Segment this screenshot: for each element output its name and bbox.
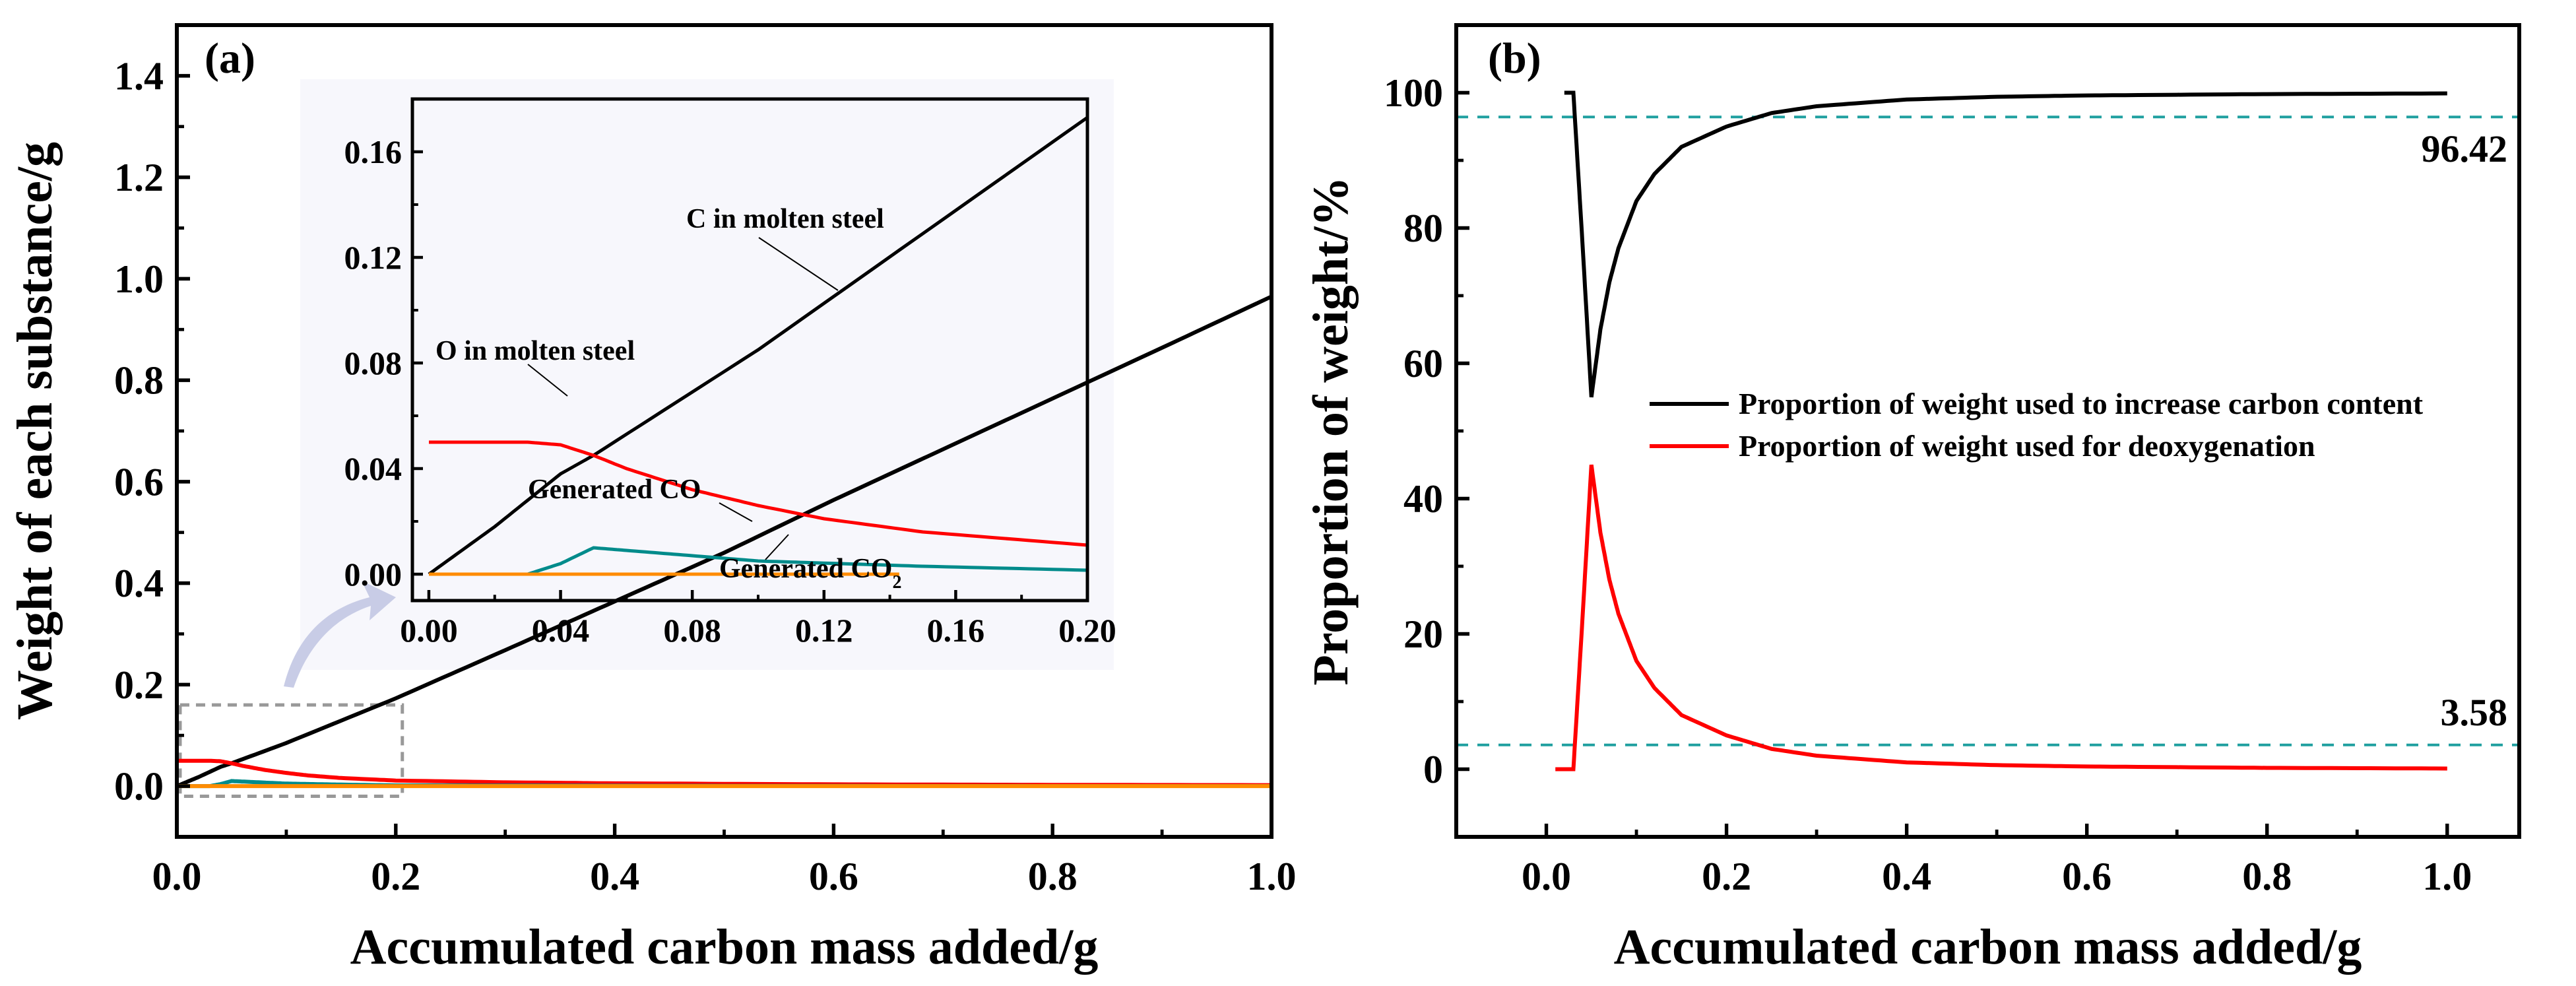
inset-x-tick-label: 0.00 — [400, 612, 458, 649]
panel-b-x-tick-label: 0.4 — [1882, 855, 1931, 898]
inset-y-tick-label: 0.16 — [344, 133, 402, 170]
panel-b-series — [1555, 90, 2447, 772]
panel-b-x-tick-label: 1.0 — [2422, 855, 2472, 898]
panel-a-y-tick-label: 0.8 — [114, 359, 164, 403]
inset-generated-co-line — [429, 546, 1088, 576]
panel-b-x-tick-label: 0.0 — [1522, 855, 1571, 898]
panel-b-x-tick-label: 0.8 — [2242, 855, 2292, 898]
zoom-box — [178, 703, 404, 798]
inset-o-molten-steel-line — [429, 440, 1088, 547]
inset-y-tick-label: 0.08 — [344, 345, 402, 381]
inset-y-tick-label: 0.00 — [344, 556, 402, 593]
panel-a-y-tick-label: 0.2 — [114, 663, 164, 707]
annotation-subscript: 2 — [892, 572, 901, 593]
zoom-arrow — [284, 581, 396, 688]
panel-a-x-tick-label: 0.6 — [809, 855, 858, 898]
panel-a-label: (a) — [205, 34, 255, 82]
inset-x-tick-label: 0.16 — [927, 612, 985, 649]
panel-a-y-axis-label: Weight of each substance/g — [7, 142, 63, 720]
inset-frame — [410, 97, 1089, 603]
panel-b-y-axis-label: Proportion of weight/% — [1303, 176, 1359, 685]
panel-b-y-tick-label: 100 — [1384, 71, 1443, 115]
annotation-label: Generated CO — [528, 475, 701, 505]
panel-b-legend: Proportion of weight used to increase ca… — [1650, 387, 2424, 463]
panel-a-series — [176, 294, 1273, 789]
inset-x-tick-label: 0.04 — [532, 612, 590, 649]
panel-a-y-tick-label: 0.6 — [114, 460, 164, 504]
panel-b-y-tick-label: 0 — [1423, 748, 1443, 791]
panel-a-y-tick-label: 0.0 — [114, 765, 164, 808]
panel-a-y-tick-label: 1.2 — [114, 156, 164, 199]
inset-x-tick-label: 0.08 — [663, 612, 721, 649]
annotation-label: O in molten steel — [435, 336, 635, 366]
panel-a-chart: 0.00 0.04 0.08 0.12 0.16 0.20 0.00 0.04 0.08 0.12… — [7, 23, 1297, 975]
panel-a-x-tick-label: 0.8 — [1028, 855, 1078, 898]
reference-lines: 96.42 3.58 — [1456, 115, 2519, 746]
panel-b-y-tick-label: 20 — [1403, 612, 1443, 656]
panel-a-y-tick-label: 0.4 — [114, 562, 164, 605]
panel-b-x-axis-label: Accumulated carbon mass added/g — [1614, 919, 2362, 975]
panel-a-x-axis-label: Accumulated carbon mass added/g — [350, 919, 1099, 975]
panel-b-y-tick-label: 60 — [1403, 342, 1443, 385]
panel-b-y-tick-label: 80 — [1403, 207, 1443, 250]
panel-b-chart: 96.42 3.58 0.0 0.2 0.4 0.6 0.8 1.0 0 20 40 60 80 100… — [1303, 23, 2521, 975]
annotation-label: C in molten steel — [686, 204, 884, 234]
panel-a-y-tick-label: 1.4 — [114, 54, 164, 98]
legend-label: Proportion of weight used for deoxygenat… — [1739, 429, 2315, 463]
annotation-pointer — [719, 502, 753, 522]
panel-a-x-tick-label: 0.2 — [371, 855, 420, 898]
c-molten-steel-line — [176, 294, 1273, 788]
panel-a-x-tick-label: 0.0 — [152, 855, 202, 898]
carbon-proportion-line — [1564, 90, 2447, 398]
reference-line-label: 3.58 — [2441, 691, 2508, 734]
zoom-region — [178, 581, 404, 798]
panel-b-x-tick-label: 0.2 — [1702, 855, 1751, 898]
reference-line-label: 96.42 — [2422, 127, 2508, 170]
panel-b-x-tick-label: 0.6 — [2062, 855, 2111, 898]
annotation-pointer — [765, 534, 789, 560]
panel-a-axes: 0.0 0.2 0.4 0.6 0.8 1.0 0.0 0.2 0.4 0.6 0.8 1.0 1.2 1… — [114, 23, 1297, 898]
panel-b-label: (b) — [1488, 34, 1541, 82]
legend-label: Proportion of weight used to increase ca… — [1739, 387, 2424, 420]
panel-b-y-tick-label: 40 — [1403, 477, 1443, 521]
inset-c-molten-steel-line — [428, 115, 1089, 576]
o-molten-steel-line — [177, 758, 1272, 787]
inset-x-tick-label: 0.20 — [1058, 612, 1116, 649]
annotation-pointer — [758, 237, 839, 291]
deoxygenation-proportion-line — [1555, 464, 2447, 772]
inset-x-tick-label: 0.12 — [795, 612, 853, 649]
inset-y-tick-label: 0.12 — [344, 239, 402, 276]
annotation-pointer — [527, 364, 568, 397]
panel-a-y-tick-label: 1.0 — [114, 257, 164, 301]
inset-background — [300, 79, 1114, 670]
inset-y-tick-label: 0.04 — [344, 450, 402, 487]
panel-b-axes: 0.0 0.2 0.4 0.6 0.8 1.0 0 20 40 60 80 100 — [1384, 23, 2521, 898]
panel-a-x-tick-label: 0.4 — [590, 855, 639, 898]
panel-a-x-tick-label: 1.0 — [1247, 855, 1297, 898]
